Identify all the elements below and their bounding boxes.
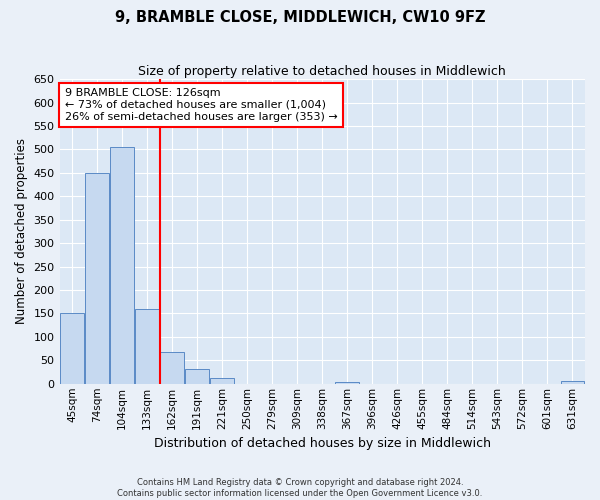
Text: Contains HM Land Registry data © Crown copyright and database right 2024.
Contai: Contains HM Land Registry data © Crown c… (118, 478, 482, 498)
Title: Size of property relative to detached houses in Middlewich: Size of property relative to detached ho… (139, 65, 506, 78)
Text: 9, BRAMBLE CLOSE, MIDDLEWICH, CW10 9FZ: 9, BRAMBLE CLOSE, MIDDLEWICH, CW10 9FZ (115, 10, 485, 25)
Bar (135, 309, 159, 384)
Y-axis label: Number of detached properties: Number of detached properties (15, 138, 28, 324)
Bar (110, 147, 134, 384)
Bar (335, 382, 359, 384)
X-axis label: Distribution of detached houses by size in Middlewich: Distribution of detached houses by size … (154, 437, 491, 450)
Bar (185, 369, 209, 384)
Bar (560, 382, 584, 384)
Text: 9 BRAMBLE CLOSE: 126sqm
← 73% of detached houses are smaller (1,004)
26% of semi: 9 BRAMBLE CLOSE: 126sqm ← 73% of detache… (65, 88, 338, 122)
Bar (60, 314, 84, 384)
Bar (210, 378, 234, 384)
Bar (160, 352, 184, 384)
Bar (85, 173, 109, 384)
